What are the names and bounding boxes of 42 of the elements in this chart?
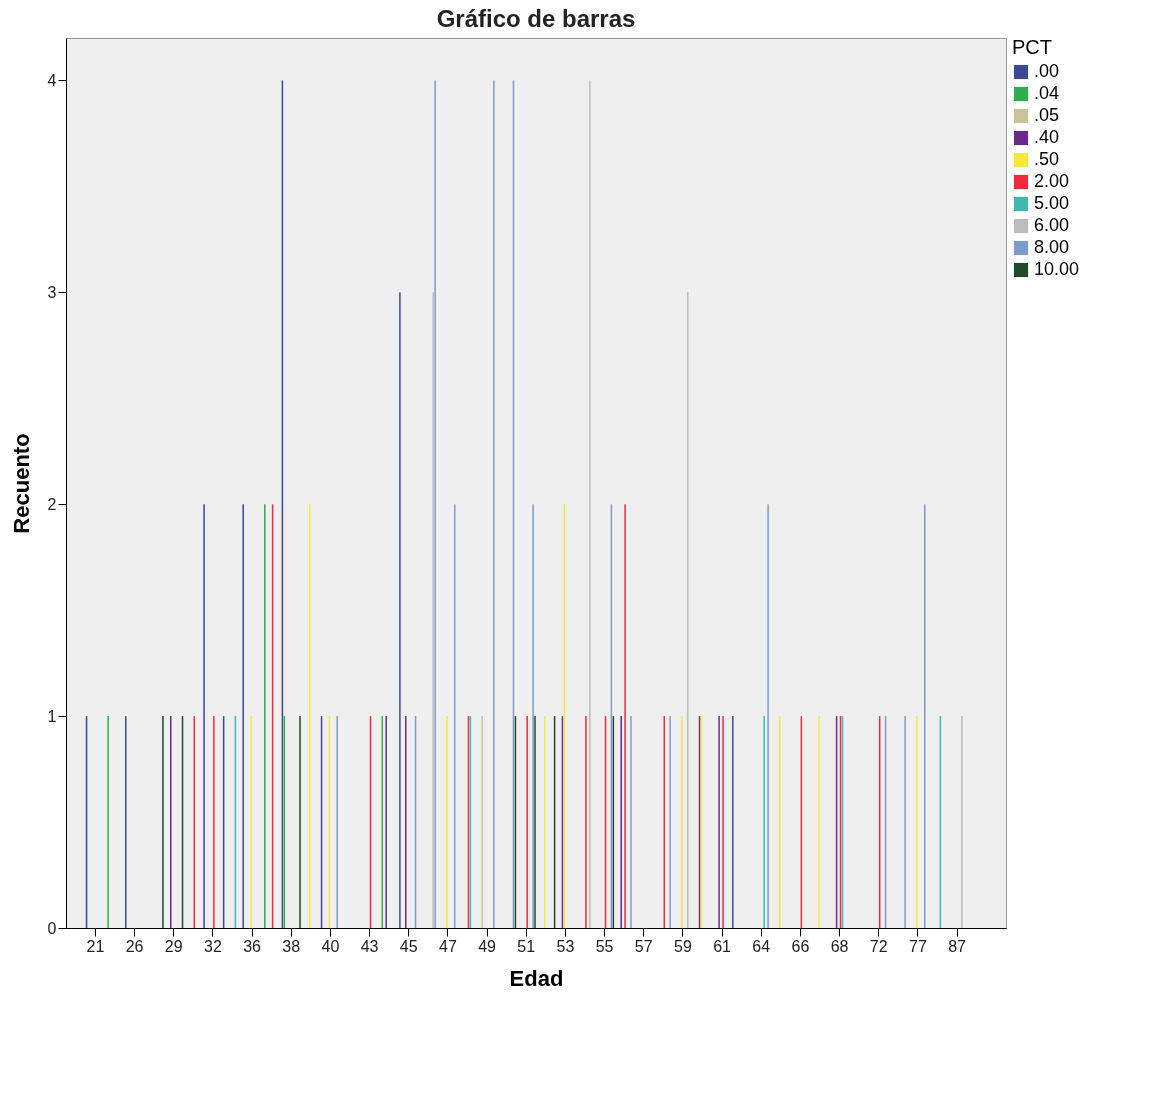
x-tick-label: 68 <box>830 937 849 955</box>
legend-label: .40 <box>1034 127 1060 147</box>
x-tick-label: 29 <box>164 937 183 955</box>
x-tick-label: 51 <box>517 937 536 955</box>
legend-label: .50 <box>1034 149 1060 169</box>
legend-label: 10.00 <box>1034 259 1080 279</box>
y-tick-label: 1 <box>47 707 57 725</box>
legend-label: 8.00 <box>1034 237 1070 257</box>
legend-label: 5.00 <box>1034 193 1070 213</box>
y-tick-label: 0 <box>47 919 57 937</box>
x-tick-label: 21 <box>86 937 105 955</box>
x-tick-label: 55 <box>595 937 614 955</box>
x-tick-label: 43 <box>360 937 379 955</box>
y-tick-label: 2 <box>47 495 57 513</box>
legend-label: .05 <box>1034 105 1060 125</box>
x-tick-label: 49 <box>478 937 497 955</box>
x-tick-label: 53 <box>556 937 575 955</box>
x-tick-label: 59 <box>673 937 692 955</box>
x-tick-label: 64 <box>752 937 771 955</box>
y-tick-label: 4 <box>47 71 57 89</box>
legend-label: .00 <box>1034 61 1060 81</box>
x-tick-label: 45 <box>399 937 418 955</box>
x-tick-label: 72 <box>869 937 888 955</box>
x-tick-label: 26 <box>125 937 144 955</box>
x-tick-label: 32 <box>203 937 222 955</box>
chart-title: Gráfico de barras <box>436 5 636 32</box>
legend-label: 6.00 <box>1034 215 1070 235</box>
x-axis-title: Edad <box>509 965 564 991</box>
x-tick-label: 57 <box>634 937 653 955</box>
y-axis-title: Recuento <box>8 433 34 534</box>
x-tick-label: 87 <box>948 937 967 955</box>
x-tick-label: 47 <box>438 937 457 955</box>
x-tick-label: 66 <box>791 937 810 955</box>
legend-label: .04 <box>1034 83 1060 103</box>
legend-label: 2.00 <box>1034 171 1070 191</box>
x-tick-label: 36 <box>243 937 262 955</box>
legend-title: PCT <box>1012 36 1052 58</box>
y-tick-label: 3 <box>47 283 57 301</box>
x-tick-label: 77 <box>908 937 927 955</box>
x-tick-label: 38 <box>282 937 301 955</box>
x-tick-label: 40 <box>321 937 340 955</box>
x-tick-label: 61 <box>713 937 732 955</box>
